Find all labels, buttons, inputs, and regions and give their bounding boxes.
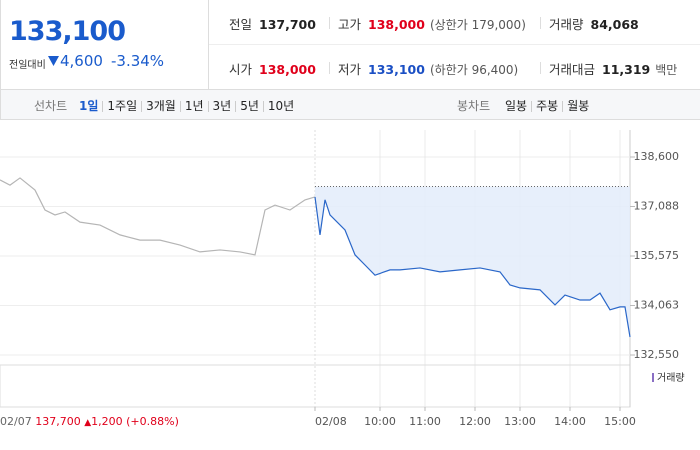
stat-note: (상한가 179,000) xyxy=(429,18,526,32)
prev-change-pct: (+0.88%) xyxy=(126,415,179,428)
tab-separator xyxy=(531,101,533,112)
tab-separator xyxy=(562,101,564,112)
tab-separator xyxy=(141,101,143,112)
stat: 저가 133,100 (하한가 96,400) xyxy=(338,59,518,78)
tab-separator xyxy=(207,101,209,112)
stat-label: 거래량 xyxy=(549,17,584,32)
tab-separator xyxy=(179,101,181,112)
quote-box: 133,100 전일대비 4,600 -3.34% xyxy=(1,0,209,89)
tab-option[interactable]: 5년 xyxy=(240,99,259,113)
tab-option[interactable]: 3년 xyxy=(212,99,232,113)
stat-label: 시가 xyxy=(229,62,253,77)
x-tick-label: 10:00 xyxy=(364,415,396,428)
stat-note: (하한가 96,400) xyxy=(429,63,519,77)
prev-date: 02/07 xyxy=(0,415,32,428)
y-tick-label: 138,600 xyxy=(634,150,680,163)
stat-label: 거래대금 xyxy=(549,62,596,77)
change-label: 전일대비 xyxy=(9,60,46,71)
volume-legend-swatch xyxy=(652,373,654,382)
tab-option[interactable]: 10년 xyxy=(267,99,295,113)
change: 4,600 xyxy=(60,52,103,70)
down-arrow xyxy=(48,56,59,66)
change-pct: -3.34% xyxy=(111,52,165,70)
price: 133,100 xyxy=(9,16,126,47)
candle-options: 일봉 주봉 월봉 xyxy=(501,97,593,114)
line-label: 선차트 xyxy=(34,99,68,113)
tab-option[interactable]: 일봉 xyxy=(505,99,528,113)
separator xyxy=(329,17,330,29)
y-tick-label: 135,575 xyxy=(634,249,680,262)
tab-separator xyxy=(235,101,237,112)
stat-label: 전일 xyxy=(229,17,253,32)
stat-label: 고가 xyxy=(338,17,362,32)
stat-label: 저가 xyxy=(338,62,362,77)
stat-value: 138,000 xyxy=(368,17,425,32)
stat-value: 137,700 xyxy=(259,17,316,32)
tab-option[interactable]: 3개월 xyxy=(146,99,176,113)
stat: 시가 138,000 xyxy=(229,59,316,78)
x-tick-label: 13:00 xyxy=(504,415,536,428)
x-tick-label: 15:00 xyxy=(604,415,636,428)
baseline-area xyxy=(315,186,630,337)
tab-option[interactable]: 1일 xyxy=(79,99,99,113)
stat-value: 84,068 xyxy=(590,17,639,32)
tab-option[interactable]: 월봉 xyxy=(567,99,590,113)
stat: 거래대금 11,319 백만 xyxy=(549,59,677,78)
x-tick-label: 12:00 xyxy=(459,415,491,428)
candle-label: 봉차트 xyxy=(457,99,491,113)
separator xyxy=(540,17,541,29)
tab-option[interactable]: 1주일 xyxy=(107,99,138,113)
x-tick-label: 11:00 xyxy=(409,415,441,428)
tab-bar: 선차트 1일 1주일 3개월 1년 3년 5년 10년 봉차트 일봉 주봉 월봉 xyxy=(0,90,700,120)
tab-separator xyxy=(262,101,264,112)
stat-value: 11,319 xyxy=(602,62,651,77)
tab-option[interactable]: 1년 xyxy=(184,99,204,113)
stat-note: 백만 xyxy=(655,63,678,77)
x-tick-label: 14:00 xyxy=(554,415,586,428)
separator xyxy=(540,62,541,74)
prev-change: 1,200 xyxy=(91,415,123,428)
stat-value: 138,000 xyxy=(259,62,316,77)
stat-value: 133,100 xyxy=(368,62,425,77)
chart: 거래량 138,600 137,088 135,575 134,063 132,550 0… xyxy=(0,130,685,428)
volume-label: 거래량 xyxy=(657,372,685,384)
y-tick-label: 132,550 xyxy=(634,348,680,361)
y-tick-label: 137,088 xyxy=(634,200,680,213)
x-tick-label: 02/08 xyxy=(315,415,347,428)
separator xyxy=(209,44,700,45)
y-tick-label: 134,063 xyxy=(634,299,680,312)
stat: 전일 137,700 xyxy=(229,14,316,33)
separator xyxy=(329,62,330,74)
stat: 고가 138,000 (상한가 179,000) xyxy=(338,14,526,33)
up-arrow: ▲ xyxy=(84,418,92,428)
stat: 거래량 84,068 xyxy=(549,14,639,33)
prev-close: 137,700 xyxy=(35,415,81,428)
price-line xyxy=(314,196,631,338)
header: 133,100 전일대비 4,600 -3.34% 전일 137,700 고가 138… xyxy=(0,0,700,90)
price-line xyxy=(0,177,316,256)
line-options: 1일 1주일 3개월 1년 3년 5년 10년 xyxy=(75,97,298,114)
prev-day: 02/07 137,700 ▲1,200 (+0.88%) xyxy=(0,415,179,428)
tab-option[interactable]: 주봉 xyxy=(536,99,559,113)
tab-separator xyxy=(102,101,104,112)
